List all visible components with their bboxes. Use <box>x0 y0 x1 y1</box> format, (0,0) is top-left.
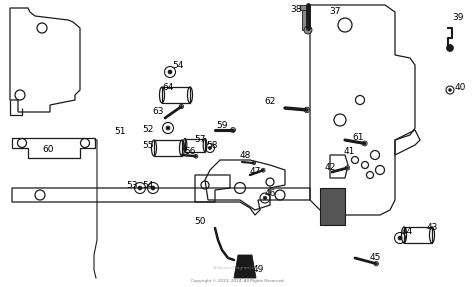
Circle shape <box>230 127 236 133</box>
Circle shape <box>252 161 255 165</box>
Text: 55: 55 <box>142 141 154 150</box>
Circle shape <box>304 107 310 113</box>
Text: 53: 53 <box>126 181 138 191</box>
Bar <box>162 87 190 103</box>
Text: 57: 57 <box>194 135 206 144</box>
Text: 41: 41 <box>343 148 355 156</box>
Text: 64: 64 <box>162 84 173 92</box>
Bar <box>185 139 205 152</box>
Text: 42: 42 <box>324 164 336 172</box>
Polygon shape <box>320 188 345 225</box>
Bar <box>404 227 432 243</box>
Circle shape <box>151 186 155 190</box>
Text: ARApartsDiagram.com: ARApartsDiagram.com <box>212 266 262 270</box>
Text: 54: 54 <box>173 61 184 71</box>
Circle shape <box>261 168 265 172</box>
Circle shape <box>398 236 402 240</box>
Circle shape <box>304 26 312 34</box>
Circle shape <box>166 126 170 130</box>
Text: 51: 51 <box>114 127 126 137</box>
Text: 63: 63 <box>152 108 164 117</box>
Text: 58: 58 <box>206 141 218 150</box>
Text: 40: 40 <box>454 84 465 92</box>
Text: 38: 38 <box>290 5 302 15</box>
Circle shape <box>345 166 350 170</box>
Text: 37: 37 <box>329 7 341 16</box>
Text: 45: 45 <box>369 253 381 263</box>
Text: 47: 47 <box>249 168 261 177</box>
Polygon shape <box>234 255 256 278</box>
Circle shape <box>447 44 454 51</box>
Text: Copyright © 2023, 2024. All Rights Reserved: Copyright © 2023, 2024. All Rights Reser… <box>191 279 283 283</box>
Text: 49: 49 <box>252 265 264 274</box>
Circle shape <box>138 186 142 190</box>
Text: 52: 52 <box>142 125 154 135</box>
Text: 50: 50 <box>194 218 206 226</box>
Text: 59: 59 <box>216 121 228 129</box>
Text: 61: 61 <box>352 133 364 143</box>
Circle shape <box>168 70 172 74</box>
Circle shape <box>263 196 267 200</box>
Text: 62: 62 <box>264 98 276 106</box>
Text: 43: 43 <box>426 224 438 232</box>
Text: 48: 48 <box>239 150 251 160</box>
Bar <box>154 140 182 156</box>
Circle shape <box>208 146 212 150</box>
Text: 44: 44 <box>401 228 413 236</box>
Circle shape <box>179 104 183 109</box>
Circle shape <box>362 141 367 146</box>
Bar <box>302 8 308 30</box>
Circle shape <box>374 261 378 266</box>
Bar <box>300 5 310 10</box>
Text: 39: 39 <box>452 13 464 22</box>
Text: 56: 56 <box>184 148 196 156</box>
Circle shape <box>194 154 198 158</box>
Text: 46: 46 <box>264 189 276 199</box>
Circle shape <box>448 88 452 92</box>
Text: 54: 54 <box>142 181 154 191</box>
Text: 60: 60 <box>42 146 54 154</box>
